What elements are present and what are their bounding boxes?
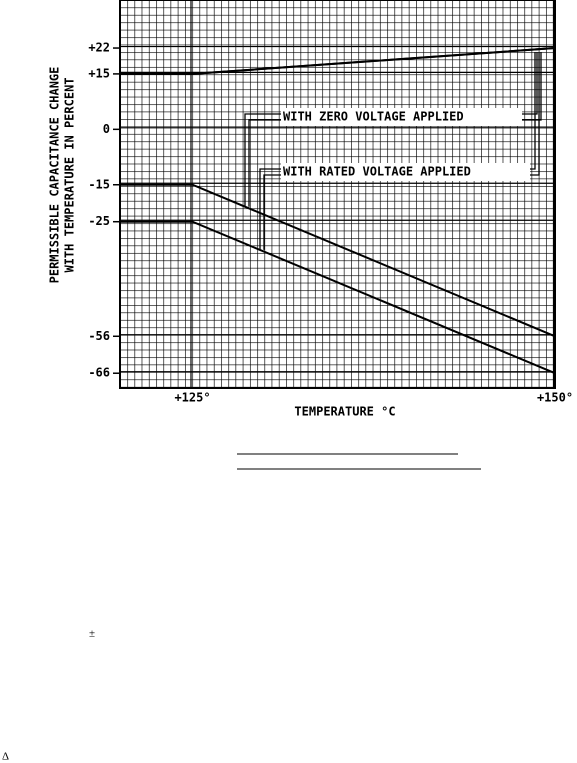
limit-line bbox=[120, 47, 556, 75]
series-label: WITH RATED VOLTAGE APPLIED bbox=[283, 165, 471, 179]
y-tick-label: -25 bbox=[88, 214, 110, 228]
x-tick-label: +125° bbox=[174, 391, 210, 405]
x-tick-label: +150° bbox=[537, 391, 573, 405]
label-box bbox=[281, 163, 530, 181]
x-axis-label: TEMPERATURE °C bbox=[294, 405, 395, 419]
delta: Δ bbox=[2, 751, 9, 763]
chart: +22 +15 0 -15 -25 -56 -66 +125° +150° PERMISSIBLE… bbox=[48, 0, 573, 419]
y-tick-label: 0 bbox=[103, 122, 110, 136]
leader bbox=[244, 113, 281, 207]
leader bbox=[530, 52, 540, 176]
series-label: WITH ZERO VOLTAGE APPLIED bbox=[283, 110, 464, 124]
y-axis-label: PERMISSIBLE CAPACITANCE CHANGE bbox=[48, 67, 62, 284]
limit-line bbox=[120, 220, 556, 375]
y-tick-label: -15 bbox=[88, 177, 110, 191]
y-tick-label: +22 bbox=[88, 41, 110, 55]
plot-grid bbox=[119, 0, 556, 389]
y-axis-label: WITH TEMPERATURE IN PERCENT bbox=[63, 77, 77, 272]
limit-line bbox=[120, 183, 556, 338]
leader bbox=[259, 168, 281, 250]
plus-minus: ± bbox=[89, 628, 95, 640]
y-tick-label: -56 bbox=[88, 329, 110, 343]
y-tick-label: +15 bbox=[88, 66, 110, 80]
leader bbox=[522, 52, 542, 121]
y-tick-label: -66 bbox=[88, 366, 110, 380]
label-box bbox=[281, 108, 522, 126]
